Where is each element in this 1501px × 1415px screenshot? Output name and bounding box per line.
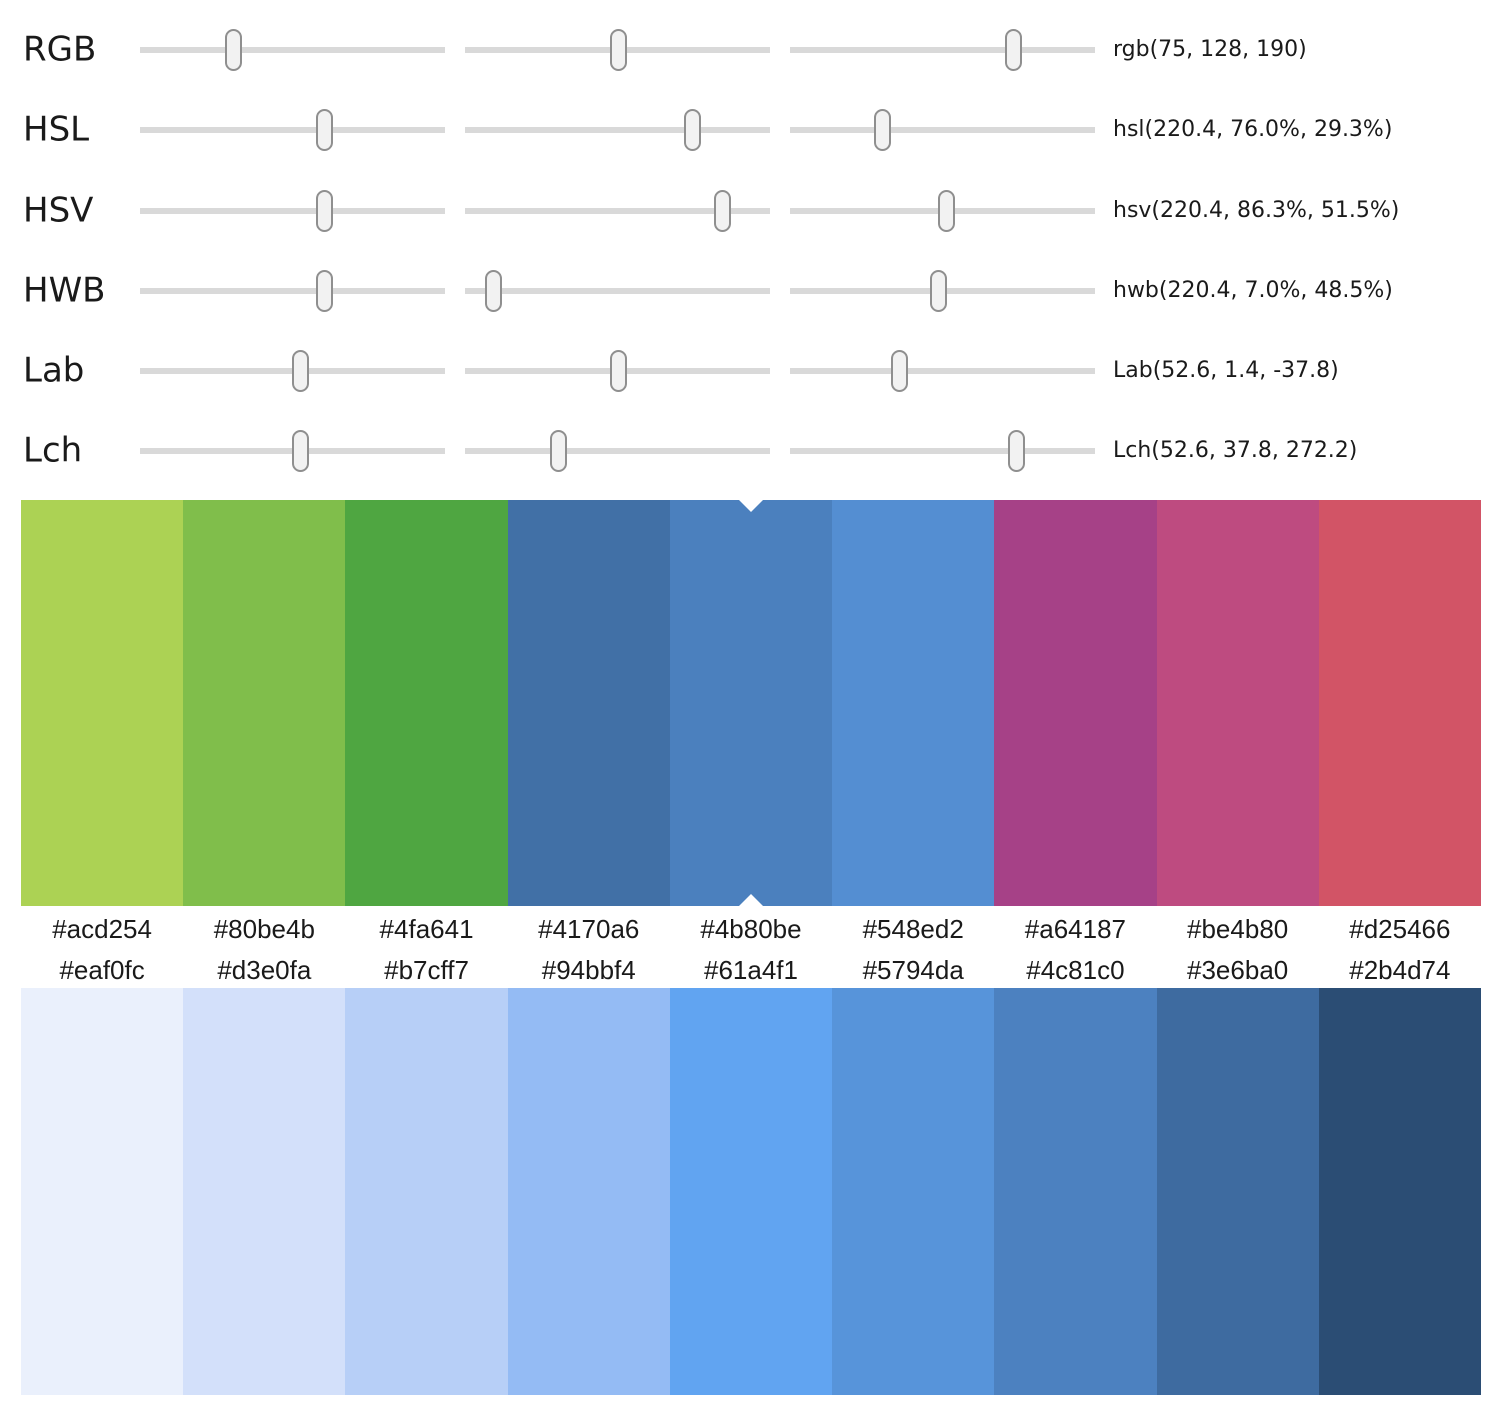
shade-swatch-hex-label: #2b4d74 bbox=[1349, 954, 1451, 985]
lab-slider-track-1[interactable] bbox=[140, 350, 445, 392]
hwb-value-text: hwb(220.4, 7.0%, 48.5%) bbox=[1113, 278, 1393, 303]
hwb-slider-track-1[interactable] bbox=[140, 270, 445, 312]
row-label-lab: Lab bbox=[23, 350, 85, 391]
rgb-slider-thumb-1[interactable] bbox=[224, 29, 242, 71]
lch-slider-track-2[interactable] bbox=[465, 430, 770, 472]
shade-swatch[interactable] bbox=[1318, 988, 1481, 1395]
hwb-slider-thumb-1[interactable] bbox=[316, 270, 334, 312]
hsl-slider-track-1[interactable] bbox=[140, 109, 445, 151]
selected-swatch-notch-top bbox=[738, 500, 763, 512]
shade-swatch[interactable] bbox=[832, 988, 995, 1395]
hsv-slider-track-1[interactable] bbox=[140, 190, 445, 232]
hue-swatch-hex-label: #548ed2 bbox=[862, 913, 964, 944]
hsv-slider-thumb-2[interactable] bbox=[713, 190, 731, 232]
hue-swatch-hex-label: #4fa641 bbox=[379, 913, 474, 944]
shade-swatch[interactable] bbox=[21, 988, 184, 1395]
row-label-hwb: HWB bbox=[23, 270, 106, 311]
row-label-rgb: RGB bbox=[23, 29, 97, 70]
lab-slider-track-3[interactable] bbox=[790, 350, 1095, 392]
lab-value-text: Lab(52.6, 1.4, -37.8) bbox=[1113, 358, 1339, 383]
lch-slider-thumb-2[interactable] bbox=[550, 430, 567, 472]
hsl-slider-thumb-2[interactable] bbox=[683, 109, 701, 151]
hue-swatch[interactable] bbox=[345, 500, 508, 906]
hue-swatch-hex-label: #be4b80 bbox=[1187, 913, 1289, 944]
lab-slider-thumb-3[interactable] bbox=[891, 350, 909, 392]
row-label-hsl: HSL bbox=[23, 109, 90, 150]
shade-swatch[interactable] bbox=[1156, 988, 1319, 1395]
shade-swatch-hex-label: #d3e0fa bbox=[217, 954, 312, 985]
hue-swatch[interactable] bbox=[832, 500, 995, 906]
hue-palette-labels: #acd254 #80be4b #4fa641 #4170a6 #4b80be #548e… bbox=[21, 906, 1481, 952]
shade-swatch-hex-label: #94bbf4 bbox=[541, 954, 636, 985]
lab-slider-track-2[interactable] bbox=[465, 350, 770, 392]
rgb-slider-thumb-2[interactable] bbox=[609, 29, 627, 71]
hsv-slider-track-3[interactable] bbox=[790, 190, 1095, 232]
rgb-slider-thumb-3[interactable] bbox=[1004, 29, 1022, 71]
hue-palette bbox=[21, 500, 1481, 906]
hwb-slider-track-2[interactable] bbox=[465, 270, 770, 312]
hue-swatch[interactable] bbox=[1156, 500, 1319, 906]
shade-swatch[interactable] bbox=[994, 988, 1157, 1395]
hwb-slider-thumb-3[interactable] bbox=[929, 270, 947, 312]
lch-slider-track-3[interactable] bbox=[790, 430, 1095, 472]
hsl-slider-thumb-3[interactable] bbox=[874, 109, 892, 151]
shade-swatch-hex-label: #5794da bbox=[862, 954, 964, 985]
hwb-slider-thumb-2[interactable] bbox=[485, 270, 503, 312]
hsv-slider-thumb-1[interactable] bbox=[316, 190, 334, 232]
hue-swatch[interactable] bbox=[994, 500, 1157, 906]
row-label-lch: Lch bbox=[23, 430, 83, 471]
hue-swatch-hex-label: #a64187 bbox=[1024, 913, 1127, 944]
row-label-hsv: HSV bbox=[23, 190, 94, 231]
rgb-value-text: rgb(75, 128, 190) bbox=[1113, 37, 1307, 62]
hsl-slider-thumb-1[interactable] bbox=[316, 109, 334, 151]
lch-value-text: Lch(52.6, 37.8, 272.2) bbox=[1113, 438, 1358, 463]
hsl-slider-track-2[interactable] bbox=[465, 109, 770, 151]
hsl-slider-track-3[interactable] bbox=[790, 109, 1095, 151]
hsl-value-text: hsl(220.4, 76.0%, 29.3%) bbox=[1113, 117, 1393, 142]
hue-swatch-hex-label: #4b80be bbox=[700, 913, 802, 944]
hue-swatch-hex-label: #acd254 bbox=[52, 913, 152, 944]
hue-swatch[interactable] bbox=[1318, 500, 1481, 906]
lab-slider-thumb-2[interactable] bbox=[610, 350, 628, 392]
shade-swatch-hex-label: #eaf0fc bbox=[59, 954, 145, 985]
shade-swatch[interactable] bbox=[183, 988, 346, 1395]
shade-swatch[interactable] bbox=[507, 988, 670, 1395]
lch-slider-thumb-1[interactable] bbox=[291, 430, 309, 472]
rgb-slider-track-2[interactable] bbox=[465, 29, 770, 71]
shade-swatch[interactable] bbox=[669, 988, 833, 1395]
shade-swatch[interactable] bbox=[345, 988, 508, 1395]
hue-swatch-hex-label: #4170a6 bbox=[538, 913, 640, 944]
shade-swatch-hex-label: #4c81c0 bbox=[1026, 954, 1125, 985]
selected-swatch-notch-bottom bbox=[738, 894, 763, 906]
shade-palette bbox=[21, 988, 1481, 1395]
hue-swatch[interactable] bbox=[183, 500, 346, 906]
lch-slider-track-1[interactable] bbox=[140, 430, 445, 472]
hwb-slider-track-3[interactable] bbox=[790, 270, 1095, 312]
shade-palette-labels: #eaf0fc #d3e0fa #b7cff7 #94bbf4 #61a4f1 #5794… bbox=[21, 952, 1481, 988]
hue-swatch[interactable] bbox=[21, 500, 184, 906]
rgb-slider-track-1[interactable] bbox=[140, 29, 445, 71]
shade-swatch-hex-label: #61a4f1 bbox=[703, 954, 798, 985]
lab-slider-thumb-1[interactable] bbox=[291, 350, 309, 392]
hsv-slider-track-2[interactable] bbox=[465, 190, 770, 232]
hsv-value-text: hsv(220.4, 86.3%, 51.5%) bbox=[1113, 198, 1400, 223]
hue-swatch-hex-label: #d25466 bbox=[1349, 913, 1451, 944]
shade-swatch-hex-label: #b7cff7 bbox=[384, 954, 469, 985]
lch-slider-thumb-3[interactable] bbox=[1007, 430, 1025, 472]
hsv-slider-thumb-3[interactable] bbox=[938, 190, 956, 232]
hue-swatch[interactable] bbox=[669, 500, 833, 906]
hue-swatch-hex-label: #80be4b bbox=[213, 913, 315, 944]
hue-swatch[interactable] bbox=[507, 500, 670, 906]
shade-swatch-hex-label: #3e6ba0 bbox=[1187, 954, 1289, 985]
rgb-slider-track-3[interactable] bbox=[790, 29, 1095, 71]
